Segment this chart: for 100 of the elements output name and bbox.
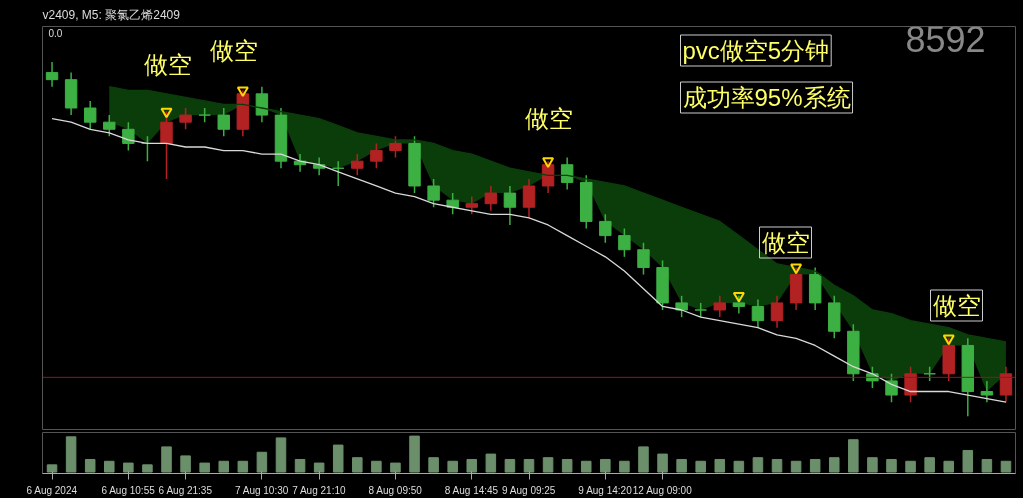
bar	[180, 455, 191, 473]
x-tick-label: 7 Aug 21:10	[292, 484, 346, 496]
x-tick-label: 7 Aug 10:30	[234, 484, 289, 496]
point	[732, 291, 745, 303]
bar	[275, 437, 287, 473]
bar	[237, 460, 249, 473]
bar	[962, 449, 974, 473]
point	[160, 107, 173, 119]
bar	[638, 446, 649, 473]
bar	[256, 451, 268, 473]
candlestick	[389, 135, 402, 159]
candlestick	[122, 121, 135, 152]
bar	[161, 446, 172, 473]
bar	[523, 458, 535, 473]
bar	[924, 457, 935, 473]
candlestick	[255, 86, 269, 123]
candlestick	[427, 178, 440, 208]
bar	[104, 460, 115, 473]
bar	[886, 458, 897, 473]
bar	[714, 458, 726, 473]
bar	[828, 457, 840, 473]
bar	[867, 457, 878, 473]
bar	[332, 444, 344, 473]
bar	[218, 460, 230, 473]
candlestick	[179, 107, 192, 131]
x-tick-label: 8 Aug 14:45	[444, 484, 499, 496]
candlestick	[331, 160, 345, 187]
candlestick	[885, 373, 898, 403]
bar	[657, 453, 668, 473]
x-tick-label: 12 Aug 09:00	[632, 484, 693, 496]
candlestick	[503, 185, 517, 226]
chart-title: v2409, M5: 聚氯乙烯2409	[42, 7, 181, 22]
annotation: 做空	[524, 105, 573, 132]
candlestick	[217, 107, 230, 138]
x-tick-label: 6 Aug 2024	[26, 484, 78, 496]
bar	[294, 458, 306, 473]
annotation: 做空	[932, 292, 981, 319]
bar	[600, 458, 611, 473]
bar	[390, 462, 401, 473]
annotation: 做空	[143, 51, 192, 78]
candlestick	[522, 178, 536, 219]
x-tick-label: 8 Aug 09:50	[368, 484, 423, 496]
annotation: 做空	[761, 229, 810, 256]
bar	[619, 460, 630, 473]
x-tick-label: 6 Aug 10:55	[101, 484, 156, 496]
bar	[790, 460, 802, 473]
point	[542, 157, 555, 168]
x-tick-label: 9 Aug 14:20	[578, 484, 633, 496]
candlestick	[446, 192, 459, 216]
bar	[733, 460, 745, 473]
candlestick	[999, 365, 1013, 403]
point	[942, 334, 955, 346]
text: 0.0	[48, 27, 63, 39]
bar	[142, 464, 153, 473]
candlestick	[713, 295, 727, 318]
text: 8592	[905, 18, 986, 60]
bar	[905, 460, 916, 473]
bar	[123, 462, 134, 473]
candlestick	[599, 213, 612, 244]
candlestick	[103, 114, 116, 138]
annotation: 做空	[209, 37, 258, 64]
candlestick	[618, 227, 631, 258]
bar	[371, 460, 382, 473]
bar	[313, 462, 325, 473]
bar	[352, 457, 363, 473]
bar	[65, 436, 77, 473]
annotation: 成功率95%系统	[682, 84, 851, 111]
bar	[943, 460, 954, 473]
point	[236, 86, 249, 98]
bar	[199, 462, 210, 473]
bar	[695, 460, 706, 473]
candlestick	[770, 295, 784, 329]
candlestick	[560, 156, 574, 191]
bar	[447, 460, 458, 473]
point	[790, 263, 803, 275]
candlestick	[370, 142, 383, 169]
candlestick	[904, 365, 917, 403]
bar	[771, 458, 783, 473]
bar	[809, 458, 821, 473]
candlestick	[45, 61, 59, 88]
bar	[409, 435, 420, 473]
bar	[84, 458, 96, 473]
x-tick-label: 9 Aug 09:25	[502, 484, 556, 496]
bar	[848, 439, 859, 473]
candlestick	[484, 185, 498, 212]
bar	[466, 458, 478, 473]
bar	[504, 458, 516, 473]
candlestick	[160, 110, 173, 180]
candlestick	[83, 100, 97, 131]
bar	[676, 458, 687, 473]
candlestick	[675, 295, 688, 318]
bar	[46, 464, 58, 473]
bar	[981, 458, 993, 473]
bar	[542, 457, 554, 473]
candlestick	[637, 241, 650, 276]
bar	[752, 457, 764, 473]
x-tick-label: 6 Aug 21:35	[158, 484, 213, 496]
candlestick	[351, 153, 364, 177]
bar	[580, 460, 592, 473]
candlestick	[980, 380, 994, 403]
